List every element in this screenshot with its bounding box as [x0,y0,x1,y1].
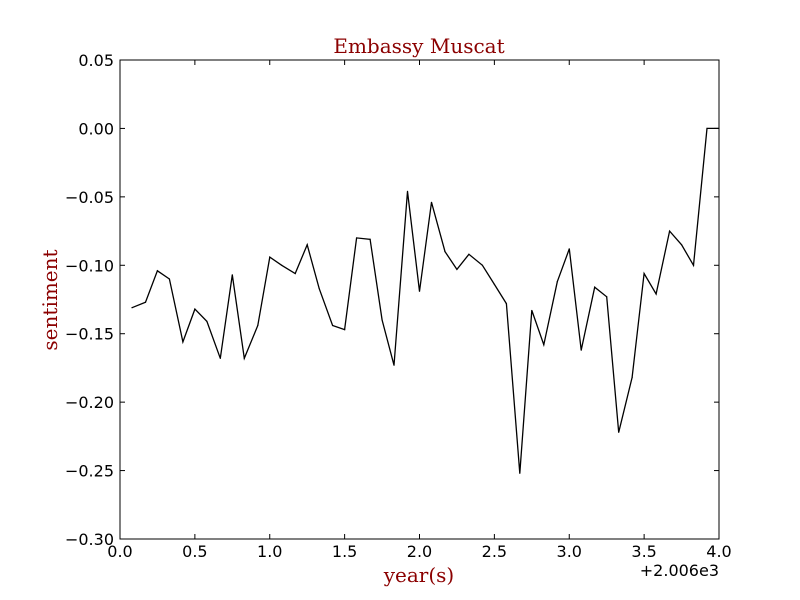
data-point [418,290,421,292]
data-point [568,248,570,250]
data-point [505,303,507,305]
data-point [306,244,308,246]
x-offset-label: +2.006e3 [640,561,719,580]
x-tick-label: 2.0 [407,542,432,561]
data-point [231,274,233,276]
y-tick-label: −0.20 [65,393,114,412]
plot-frame [119,59,720,540]
x-tick-label: 0.0 [107,542,132,561]
data-point [406,190,409,192]
x-tick-label: 3.0 [557,542,582,561]
data-point [631,376,633,379]
data-point [243,357,245,359]
data-point [168,278,171,280]
data-point [294,272,296,275]
data-point [281,264,283,266]
data-point [219,357,221,359]
data-point [692,264,695,266]
y-tick-label: −0.30 [65,530,114,549]
x-tick-label: 2.5 [482,542,507,561]
data-point [393,364,395,366]
y-tick-label: −0.05 [65,188,114,207]
data-point [481,264,483,266]
data-point [144,301,147,303]
data-point [556,281,558,283]
data-point [156,270,159,272]
data-point [668,230,671,232]
data-point [493,283,495,286]
y-tick-label: −0.25 [65,462,114,481]
data-point [182,341,184,343]
y-axis-label: sentiment [38,249,62,350]
data-point [655,293,657,295]
data-point [643,272,645,275]
data-point [194,308,196,310]
x-tick-label: 0.5 [182,542,207,561]
data-point [606,296,608,298]
chart-title: Embassy Muscat [333,34,504,58]
data-point [131,307,133,309]
data-point [369,238,371,240]
data-point [318,287,320,290]
y-tick-label: 0.05 [78,51,114,70]
data-point [680,244,683,246]
data-point [519,472,521,474]
data-point [269,256,271,258]
plot-area: 0.0 0.5 1.0 1.5 2.0 2.5 3.0 3.5 4.0 0.05 0.00 −0.05… [65,51,732,561]
data-point [356,237,358,239]
data-point [456,268,458,270]
x-tick-label: 1.5 [332,542,357,561]
y-tick-label: −0.15 [65,325,114,344]
data-point [531,309,533,312]
data-point [444,251,446,253]
data-point [618,431,620,433]
data-point [706,127,708,130]
data-point [332,324,334,327]
data-point [257,324,259,327]
x-axis-label: year(s) [383,563,455,587]
y-tick-label: −0.10 [65,256,114,275]
data-point [468,253,470,255]
data-point [543,344,545,346]
series-line-group [131,127,720,474]
x-tick-label: 1.0 [257,542,282,561]
x-tick-label: 3.5 [631,542,656,561]
data-point [580,349,582,351]
data-point [594,286,596,288]
data-point [206,320,208,322]
y-tick-label: 0.00 [78,119,114,138]
data-point [430,201,433,203]
data-point [718,127,720,130]
data-point [381,319,383,321]
x-tick-label: 4.0 [706,542,731,561]
axis-ticks: 0.0 0.5 1.0 1.5 2.0 2.5 3.0 3.5 4.0 0.05 0.00 −0.05… [65,51,732,561]
data-point [344,329,346,331]
series-line [131,127,719,474]
